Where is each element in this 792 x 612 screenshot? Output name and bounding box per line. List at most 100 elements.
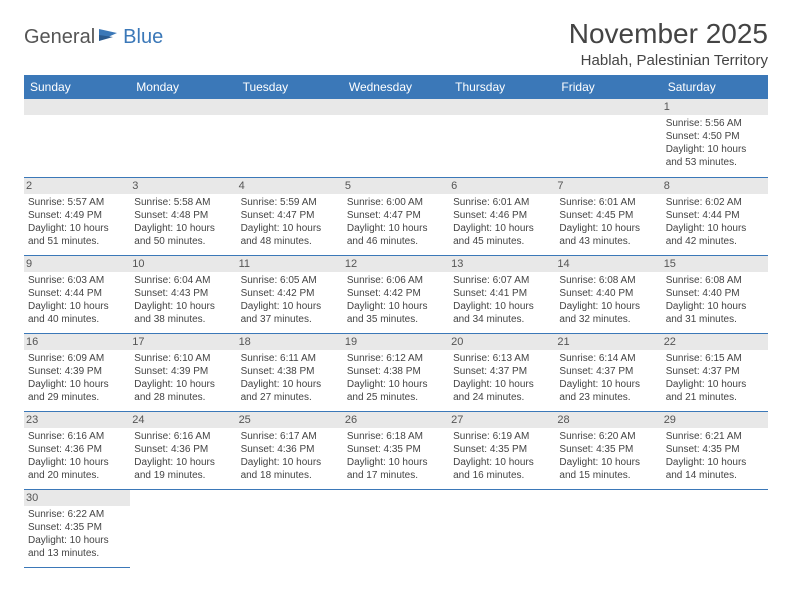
day-details: Sunrise: 6:02 AMSunset: 4:44 PMDaylight:… bbox=[666, 196, 764, 248]
day-details: Sunrise: 6:08 AMSunset: 4:40 PMDaylight:… bbox=[559, 274, 657, 326]
calendar-day-cell: 20Sunrise: 6:13 AMSunset: 4:37 PMDayligh… bbox=[449, 333, 555, 411]
calendar-day-cell: 27 Sunrise: 6:19 AMSunset: 4:35 PMDayligh… bbox=[449, 411, 555, 489]
day-number: 27 bbox=[449, 412, 555, 428]
day-number: 6 bbox=[449, 178, 555, 194]
day-details: Sunrise: 6:01 AMSunset: 4:46 PMDaylight:… bbox=[453, 196, 551, 248]
calendar-day-cell: 6 Sunrise: 6:01 AMSunset: 4:46 PMDaylight… bbox=[449, 177, 555, 255]
day-details: Sunrise: 6:05 AMSunset: 4:42 PMDaylight:… bbox=[241, 274, 339, 326]
day-number: 13 bbox=[449, 256, 555, 272]
calendar-week-row: 9Sunrise: 6:03 AMSunset: 4:44 PMDaylight… bbox=[24, 255, 768, 333]
day-details: Sunrise: 6:07 AMSunset: 4:41 PMDaylight:… bbox=[453, 274, 551, 326]
calendar-day-cell: 16 Sunrise: 6:09 AMSunset: 4:39 PMDayligh… bbox=[24, 333, 130, 411]
day-details: Sunrise: 6:04 AMSunset: 4:43 PMDaylight:… bbox=[134, 274, 232, 326]
day-details: Sunrise: 5:56 AMSunset: 4:50 PMDaylight:… bbox=[666, 117, 764, 169]
weekday-header: Saturday bbox=[662, 75, 768, 99]
day-number: 18 bbox=[237, 334, 343, 350]
calendar-day-cell: 28 Sunrise: 6:20 AMSunset: 4:35 PMDayligh… bbox=[555, 411, 661, 489]
calendar-day-cell bbox=[343, 489, 449, 567]
day-number: 15 bbox=[662, 256, 768, 272]
calendar-week-row: 2Sunrise: 5:57 AMSunset: 4:49 PMDaylight… bbox=[24, 177, 768, 255]
calendar-day-cell: 25Sunrise: 6:17 AMSunset: 4:36 PMDayligh… bbox=[237, 411, 343, 489]
day-details: Sunrise: 6:14 AMSunset: 4:37 PMDaylight:… bbox=[559, 352, 657, 404]
calendar-day-cell bbox=[662, 489, 768, 567]
weekday-header: Wednesday bbox=[343, 75, 449, 99]
day-details: Sunrise: 6:10 AMSunset: 4:39 PMDaylight:… bbox=[134, 352, 232, 404]
calendar-day-cell bbox=[555, 489, 661, 567]
day-details: Sunrise: 6:19 AMSunset: 4:35 PMDaylight:… bbox=[453, 430, 551, 482]
calendar-day-cell: 19Sunrise: 6:12 AMSunset: 4:38 PMDayligh… bbox=[343, 333, 449, 411]
weekday-header-row: Sunday Monday Tuesday Wednesday Thursday… bbox=[24, 75, 768, 99]
logo-flag-icon bbox=[99, 27, 121, 48]
calendar-day-cell bbox=[237, 99, 343, 177]
day-details: Sunrise: 6:22 AMSunset: 4:35 PMDaylight:… bbox=[28, 508, 126, 560]
calendar-day-cell bbox=[555, 99, 661, 177]
day-details: Sunrise: 6:12 AMSunset: 4:38 PMDaylight:… bbox=[347, 352, 445, 404]
logo-text-blue: Blue bbox=[123, 26, 163, 49]
calendar-day-cell: 22 Sunrise: 6:15 AMSunset: 4:37 PMDayligh… bbox=[662, 333, 768, 411]
month-title: November 2025 bbox=[569, 18, 768, 50]
day-number: 16 bbox=[24, 334, 130, 350]
day-number: 26 bbox=[343, 412, 449, 428]
calendar-day-cell: 24Sunrise: 6:16 AMSunset: 4:36 PMDayligh… bbox=[130, 411, 236, 489]
calendar-day-cell bbox=[449, 99, 555, 177]
day-details: Sunrise: 6:09 AMSunset: 4:39 PMDaylight:… bbox=[28, 352, 126, 404]
title-block: November 2025 Hablah, Palestinian Territ… bbox=[569, 18, 768, 69]
calendar-week-row: 16 Sunrise: 6:09 AMSunset: 4:39 PMDayligh… bbox=[24, 333, 768, 411]
calendar-day-cell bbox=[449, 489, 555, 567]
header: General Blue November 2025 Hablah, Pales… bbox=[24, 18, 768, 69]
calendar-day-cell: 3Sunrise: 5:58 AMSunset: 4:48 PMDaylight… bbox=[130, 177, 236, 255]
day-number: 29 bbox=[662, 412, 768, 428]
calendar-day-cell: 13 Sunrise: 6:07 AMSunset: 4:41 PMDayligh… bbox=[449, 255, 555, 333]
day-number: 7 bbox=[555, 178, 661, 194]
day-details: Sunrise: 6:18 AMSunset: 4:35 PMDaylight:… bbox=[347, 430, 445, 482]
weekday-header: Sunday bbox=[24, 75, 130, 99]
day-number: 14 bbox=[555, 256, 661, 272]
day-number: 11 bbox=[237, 256, 343, 272]
day-details: Sunrise: 6:15 AMSunset: 4:37 PMDaylight:… bbox=[666, 352, 764, 404]
logo: General Blue bbox=[24, 18, 163, 49]
calendar-day-cell: 1 Sunrise: 5:56 AMSunset: 4:50 PMDaylight… bbox=[662, 99, 768, 177]
day-details: Sunrise: 6:20 AMSunset: 4:35 PMDaylight:… bbox=[559, 430, 657, 482]
weekday-header: Thursday bbox=[449, 75, 555, 99]
calendar-day-cell: 29 Sunrise: 6:21 AMSunset: 4:35 PMDayligh… bbox=[662, 411, 768, 489]
day-details: Sunrise: 6:16 AMSunset: 4:36 PMDaylight:… bbox=[28, 430, 126, 482]
day-details: Sunrise: 6:11 AMSunset: 4:38 PMDaylight:… bbox=[241, 352, 339, 404]
day-number: 25 bbox=[237, 412, 343, 428]
calendar-day-cell: 4 Sunrise: 5:59 AMSunset: 4:47 PMDaylight… bbox=[237, 177, 343, 255]
calendar-day-cell bbox=[24, 99, 130, 177]
calendar-day-cell: 21Sunrise: 6:14 AMSunset: 4:37 PMDayligh… bbox=[555, 333, 661, 411]
calendar-day-cell: 14 Sunrise: 6:08 AMSunset: 4:40 PMDayligh… bbox=[555, 255, 661, 333]
calendar-day-cell: 17 Sunrise: 6:10 AMSunset: 4:39 PMDayligh… bbox=[130, 333, 236, 411]
calendar-day-cell: 9Sunrise: 6:03 AMSunset: 4:44 PMDaylight… bbox=[24, 255, 130, 333]
day-number: 17 bbox=[130, 334, 236, 350]
day-number: 1 bbox=[662, 99, 768, 115]
calendar-day-cell: 15 Sunrise: 6:08 AMSunset: 4:40 PMDayligh… bbox=[662, 255, 768, 333]
day-number: 22 bbox=[662, 334, 768, 350]
weekday-header: Tuesday bbox=[237, 75, 343, 99]
calendar-table: Sunday Monday Tuesday Wednesday Thursday… bbox=[24, 75, 768, 568]
calendar-day-cell: 8 Sunrise: 6:02 AMSunset: 4:44 PMDaylight… bbox=[662, 177, 768, 255]
day-number: 5 bbox=[343, 178, 449, 194]
day-number: 10 bbox=[130, 256, 236, 272]
location-text: Hablah, Palestinian Territory bbox=[569, 52, 768, 69]
day-number: 28 bbox=[555, 412, 661, 428]
day-details: Sunrise: 5:59 AMSunset: 4:47 PMDaylight:… bbox=[241, 196, 339, 248]
day-number: 8 bbox=[662, 178, 768, 194]
day-number: 2 bbox=[24, 178, 130, 194]
calendar-day-cell: 11 Sunrise: 6:05 AMSunset: 4:42 PMDayligh… bbox=[237, 255, 343, 333]
calendar-day-cell: 5 Sunrise: 6:00 AMSunset: 4:47 PMDaylight… bbox=[343, 177, 449, 255]
day-number: 12 bbox=[343, 256, 449, 272]
day-number: 9 bbox=[24, 256, 130, 272]
weekday-header: Friday bbox=[555, 75, 661, 99]
calendar-day-cell: 2Sunrise: 5:57 AMSunset: 4:49 PMDaylight… bbox=[24, 177, 130, 255]
day-details: Sunrise: 6:21 AMSunset: 4:35 PMDaylight:… bbox=[666, 430, 764, 482]
calendar-day-cell bbox=[130, 489, 236, 567]
day-number: 24 bbox=[130, 412, 236, 428]
day-details: Sunrise: 6:00 AMSunset: 4:47 PMDaylight:… bbox=[347, 196, 445, 248]
calendar-week-row: 30 Sunrise: 6:22 AMSunset: 4:35 PMDayligh… bbox=[24, 489, 768, 567]
calendar-day-cell: 7Sunrise: 6:01 AMSunset: 4:45 PMDaylight… bbox=[555, 177, 661, 255]
day-number: 4 bbox=[237, 178, 343, 194]
day-details: Sunrise: 6:08 AMSunset: 4:40 PMDaylight:… bbox=[666, 274, 764, 326]
day-number: 30 bbox=[24, 490, 130, 506]
calendar-day-cell: 26 Sunrise: 6:18 AMSunset: 4:35 PMDayligh… bbox=[343, 411, 449, 489]
